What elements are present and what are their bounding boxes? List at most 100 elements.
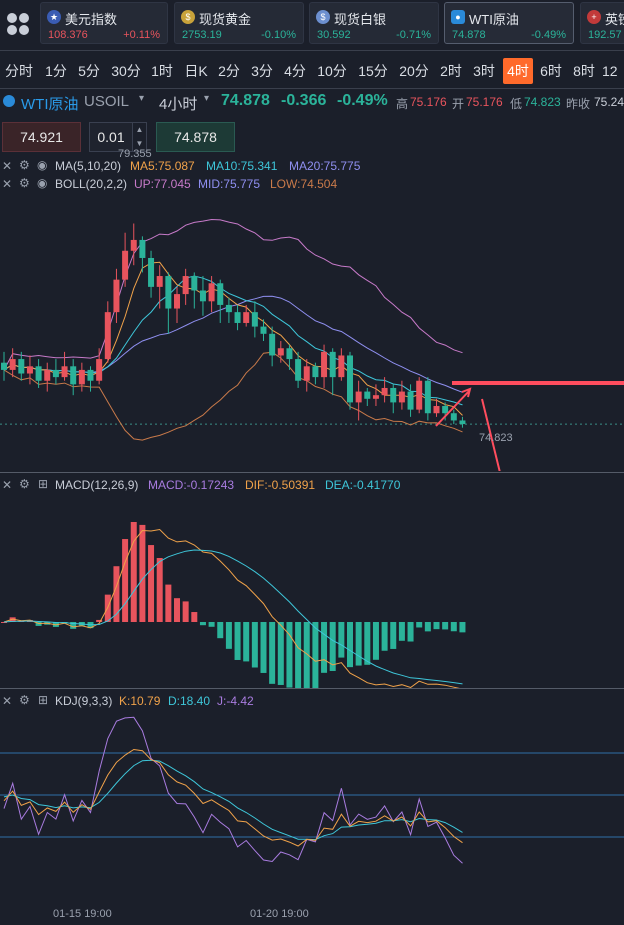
add-indicator-icon[interactable]: ⊞ [38,477,49,491]
candle [347,351,353,410]
sell-price-button[interactable]: 74.921 [2,122,81,152]
ticker-name: 现货白银 [334,12,387,27]
period-tab[interactable]: 1分 [45,63,67,79]
ticker-spot-gold[interactable]: $ 现货黄金 2753.19 -0.10% [174,2,304,44]
period-tab[interactable]: 5分 [78,63,100,79]
candle [61,351,68,381]
macd-bar [122,539,129,622]
gear-icon[interactable]: ⚙ [19,176,30,190]
macd-bar [139,524,146,622]
period-tab-selected[interactable]: 4时 [503,58,533,84]
macd-legend: ✕ ⚙ ⊞ MACD(12,26,9) MACD:-0.17243 DIF:-0… [0,477,624,494]
add-indicator-icon[interactable]: ⊞ [38,693,49,707]
period-tab[interactable]: 10分 [317,63,347,79]
macd-bar [96,619,103,622]
candle [234,304,241,331]
oil-icon: ● [451,10,465,24]
candle-body [450,413,457,421]
kdj-j-line [3,716,463,864]
macd-chart[interactable] [0,494,624,688]
ma-label: MA(5,10,20) [55,159,122,173]
candle-body [1,362,7,370]
gear-icon[interactable]: ⚙ [19,693,30,707]
kdj-chart[interactable] [0,710,624,908]
price-change-pct: -0.49% [337,92,388,109]
gear-icon[interactable]: ⚙ [19,477,30,491]
candle [355,380,362,421]
candle-body [398,391,405,403]
close-icon[interactable]: ✕ [2,478,13,492]
caret-down-icon[interactable]: ▾ [139,93,145,104]
candle-body [78,369,85,385]
stepper-down-icon[interactable]: ▼ [135,139,144,148]
candle [286,344,293,370]
candle-body [442,406,449,414]
eye-icon[interactable]: ◉ [37,158,48,172]
period-tab[interactable]: 日K [184,63,208,79]
macd-bar [234,622,241,660]
candle [459,416,466,428]
candle [338,348,345,381]
macd-bar [303,622,310,688]
close-icon[interactable]: ✕ [2,159,13,173]
lot-size-input[interactable]: 0.01 [89,122,133,152]
lot-stepper[interactable]: ▲ ▼ [133,122,147,152]
ma5-value: MA5:75.087 [130,159,195,173]
eye-icon[interactable]: ◉ [37,176,48,190]
candle [191,272,198,309]
ticker-spot-silver[interactable]: $ 现货白银 30.592 -0.71% [309,2,439,44]
macd-bar [182,601,189,622]
candle [26,355,33,385]
period-tab[interactable]: 2时 [440,63,462,79]
candle-body [191,276,198,291]
symbol-name[interactable]: WTI原油 [21,96,79,113]
ticker-strip: ★ 美元指数 108.376 +0.11% $ 现货黄金 2753.19 -0.… [0,0,624,48]
candle-body [260,326,267,334]
period-tab[interactable]: 2分 [218,63,240,79]
boll-lower-line [3,351,463,441]
period-tab[interactable]: 3分 [251,63,273,79]
interval-selector[interactable]: 4小时 [159,96,198,113]
close-icon[interactable]: ✕ [2,694,13,708]
period-tab[interactable]: 3时 [473,63,495,79]
candle [424,377,431,421]
ticker-wti-oil[interactable]: ● WTI原油 74.878 -0.49% [444,2,574,44]
buy-price-button[interactable]: 74.878 [156,122,235,152]
candle [148,250,155,298]
ticker-usd-index[interactable]: ★ 美元指数 108.376 +0.11% [40,2,168,44]
period-tab[interactable]: 12时 [602,63,618,79]
close-icon[interactable]: ✕ [2,177,13,191]
candle-body [459,420,466,425]
last-price: 74.878 [221,92,270,109]
candle [217,279,224,323]
high-value: 75.176 [410,95,447,109]
kdj-d-value: D:18.40 [168,694,211,708]
gear-icon[interactable]: ⚙ [19,158,30,172]
macd-bar [208,622,215,627]
stepper-up-icon[interactable]: ▲ [135,125,144,134]
period-tab[interactable]: 15分 [358,63,388,79]
period-tab[interactable]: 4分 [284,63,306,79]
macd-bar [338,622,345,658]
candle-body [44,369,51,381]
macd-bar [329,622,336,671]
period-tab[interactable]: 分时 [5,63,33,79]
period-tab[interactable]: 20分 [399,63,429,79]
period-tab[interactable]: 30分 [111,63,141,79]
ticker-gbp[interactable]: + 英镑 192.57 [580,2,624,44]
macd-bar [9,617,16,622]
date-label: 01-15 19:00 [53,908,112,920]
candle-body [424,380,431,414]
macd-bar [243,622,250,662]
candle [243,304,250,327]
period-tab[interactable]: 8时 [573,63,595,79]
ma-legend: ✕ ⚙ ◉ MA(5,10,20) MA5:75.087 MA10:75.341… [0,158,624,175]
candle [174,286,180,323]
candlestick-chart[interactable] [0,193,624,471]
period-tab[interactable]: 1时 [151,63,173,79]
divider [0,50,624,51]
symbol-info-line: WTI原油 USOIL ▾ 4小时 ▾ 74.878 -0.366 -0.49%… [0,92,624,116]
caret-down-icon[interactable]: ▾ [204,93,210,104]
menu-icon[interactable] [0,0,36,48]
period-tab[interactable]: 6时 [540,63,562,79]
